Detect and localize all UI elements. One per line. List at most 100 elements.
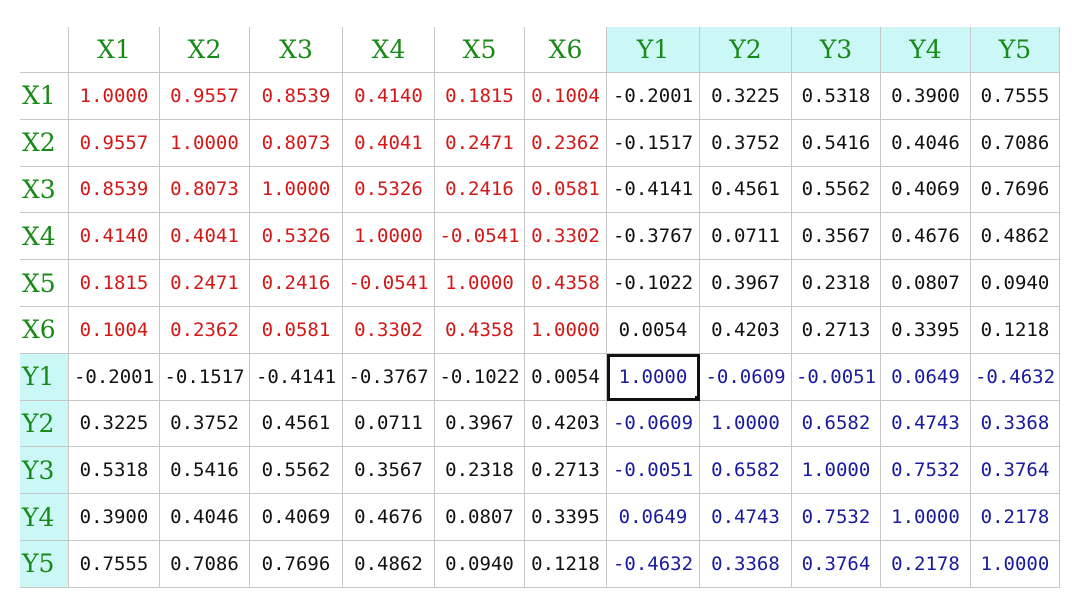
row-header-y5[interactable]: Y5 — [20, 540, 69, 588]
cell-x1-y5[interactable]: 0.7555 — [971, 73, 1060, 120]
cell-x2-y5[interactable]: 0.7086 — [971, 119, 1060, 167]
row-header-y3[interactable]: Y3 — [20, 447, 69, 495]
cell-x3-y5[interactable]: 0.7696 — [971, 166, 1060, 214]
row-header-y1[interactable]: Y1 — [20, 353, 69, 401]
column-header-x4[interactable]: X4 — [343, 27, 435, 73]
row-header-x5[interactable]: X5 — [20, 260, 69, 307]
cell-x2-x2[interactable]: 1.0000 — [160, 119, 250, 167]
cell-x5-x5[interactable]: 1.0000 — [435, 260, 525, 307]
cell-y3-x1[interactable]: 0.5318 — [69, 447, 160, 495]
cell-x5-y3[interactable]: 0.2318 — [792, 260, 881, 307]
cell-y4-y2[interactable]: 0.4743 — [700, 494, 792, 541]
cell-x6-x1[interactable]: 0.1004 — [69, 306, 160, 354]
cell-x2-y4[interactable]: 0.4046 — [881, 119, 971, 167]
cell-y5-x6[interactable]: 0.1218 — [525, 540, 607, 588]
cell-y4-x1[interactable]: 0.3900 — [69, 494, 160, 541]
cell-y1-x2[interactable]: -0.1517 — [160, 353, 250, 401]
cell-x6-x6[interactable]: 1.0000 — [525, 306, 607, 354]
cell-x2-y1[interactable]: -0.1517 — [607, 119, 700, 167]
cell-y1-x6[interactable]: 0.0054 — [525, 353, 607, 401]
cell-y5-y2[interactable]: 0.3368 — [700, 540, 792, 588]
cell-x3-x2[interactable]: 0.8073 — [160, 166, 250, 214]
cell-y4-y1[interactable]: 0.0649 — [607, 494, 700, 541]
cell-y4-y5[interactable]: 0.2178 — [971, 494, 1060, 541]
cell-x3-x3[interactable]: 1.0000 — [250, 166, 343, 214]
cell-y5-y1[interactable]: -0.4632 — [607, 540, 700, 588]
cell-y1-y3[interactable]: -0.0051 — [792, 353, 881, 401]
cell-y5-x3[interactable]: 0.7696 — [250, 540, 343, 588]
row-header-x3[interactable]: X3 — [20, 166, 69, 214]
cell-y2-y1[interactable]: -0.0609 — [607, 400, 700, 448]
cell-x6-x3[interactable]: 0.0581 — [250, 306, 343, 354]
cell-x1-y4[interactable]: 0.3900 — [881, 73, 971, 120]
cell-x5-y1[interactable]: -0.1022 — [607, 260, 700, 307]
row-header-x6[interactable]: X6 — [20, 306, 69, 354]
cell-x6-x4[interactable]: 0.3302 — [343, 306, 435, 354]
cell-x3-x4[interactable]: 0.5326 — [343, 166, 435, 214]
cell-x2-x6[interactable]: 0.2362 — [525, 119, 607, 167]
cell-y2-x2[interactable]: 0.3752 — [160, 400, 250, 448]
cell-x1-x5[interactable]: 0.1815 — [435, 73, 525, 120]
row-header-x2[interactable]: X2 — [20, 119, 69, 167]
cell-x6-x5[interactable]: 0.4358 — [435, 306, 525, 354]
column-header-y5[interactable]: Y5 — [971, 27, 1060, 73]
cell-x5-y2[interactable]: 0.3967 — [700, 260, 792, 307]
cell-y1-x5[interactable]: -0.1022 — [435, 353, 525, 401]
cell-x2-x1[interactable]: 0.9557 — [69, 119, 160, 167]
cell-y1-x1[interactable]: -0.2001 — [69, 353, 160, 401]
cell-x3-y2[interactable]: 0.4561 — [700, 166, 792, 214]
cell-x3-y4[interactable]: 0.4069 — [881, 166, 971, 214]
cell-y3-x5[interactable]: 0.2318 — [435, 447, 525, 495]
cell-y2-y2[interactable]: 1.0000 — [700, 400, 792, 448]
cell-y1-x4[interactable]: -0.3767 — [343, 353, 435, 401]
cell-x5-x2[interactable]: 0.2471 — [160, 260, 250, 307]
cell-y4-x4[interactable]: 0.4676 — [343, 494, 435, 541]
cell-x6-y1[interactable]: 0.0054 — [607, 306, 700, 354]
cell-x4-y2[interactable]: 0.0711 — [700, 213, 792, 261]
cell-x3-x5[interactable]: 0.2416 — [435, 166, 525, 214]
column-header-y1[interactable]: Y1 — [607, 27, 700, 73]
cell-x6-y2[interactable]: 0.4203 — [700, 306, 792, 354]
cell-x4-y5[interactable]: 0.4862 — [971, 213, 1060, 261]
cell-x1-x3[interactable]: 0.8539 — [250, 73, 343, 120]
cell-y1-y2[interactable]: -0.0609 — [700, 353, 792, 401]
cell-y2-x4[interactable]: 0.0711 — [343, 400, 435, 448]
column-header-x5[interactable]: X5 — [435, 27, 525, 73]
row-header-y4[interactable]: Y4 — [20, 494, 69, 541]
row-header-x4[interactable]: X4 — [20, 213, 69, 261]
cell-x2-y2[interactable]: 0.3752 — [700, 119, 792, 167]
cell-x4-x5[interactable]: -0.0541 — [435, 213, 525, 261]
cell-x2-y3[interactable]: 0.5416 — [792, 119, 881, 167]
cell-x2-x4[interactable]: 0.4041 — [343, 119, 435, 167]
cell-x5-x3[interactable]: 0.2416 — [250, 260, 343, 307]
cell-y3-y5[interactable]: 0.3764 — [971, 447, 1060, 495]
cell-y3-x3[interactable]: 0.5562 — [250, 447, 343, 495]
cell-y2-x3[interactable]: 0.4561 — [250, 400, 343, 448]
cell-x4-x6[interactable]: 0.3302 — [525, 213, 607, 261]
cell-y5-y3[interactable]: 0.3764 — [792, 540, 881, 588]
column-header-y2[interactable]: Y2 — [700, 27, 792, 73]
cell-x3-x1[interactable]: 0.8539 — [69, 166, 160, 214]
cell-y2-x6[interactable]: 0.4203 — [525, 400, 607, 448]
cell-y5-y4[interactable]: 0.2178 — [881, 540, 971, 588]
cell-x1-y1[interactable]: -0.2001 — [607, 73, 700, 120]
column-header-x2[interactable]: X2 — [160, 27, 250, 73]
cell-x2-x3[interactable]: 0.8073 — [250, 119, 343, 167]
cell-y3-y2[interactable]: 0.6582 — [700, 447, 792, 495]
cell-x5-x1[interactable]: 0.1815 — [69, 260, 160, 307]
cell-x6-y3[interactable]: 0.2713 — [792, 306, 881, 354]
cell-y3-x6[interactable]: 0.2713 — [525, 447, 607, 495]
cell-y5-x5[interactable]: 0.0940 — [435, 540, 525, 588]
cell-y3-x4[interactable]: 0.3567 — [343, 447, 435, 495]
cell-x3-y1[interactable]: -0.4141 — [607, 166, 700, 214]
cell-y3-y1[interactable]: -0.0051 — [607, 447, 700, 495]
column-header-x6[interactable]: X6 — [525, 27, 607, 73]
cell-x1-x6[interactable]: 0.1004 — [525, 73, 607, 120]
row-header-x1[interactable]: X1 — [20, 73, 69, 120]
cell-y3-y3[interactable]: 1.0000 — [792, 447, 881, 495]
column-header-x3[interactable]: X3 — [250, 27, 343, 73]
cell-x2-x5[interactable]: 0.2471 — [435, 119, 525, 167]
cell-x1-x4[interactable]: 0.4140 — [343, 73, 435, 120]
cell-x4-y3[interactable]: 0.3567 — [792, 213, 881, 261]
row-header-y2[interactable]: Y2 — [20, 400, 69, 448]
